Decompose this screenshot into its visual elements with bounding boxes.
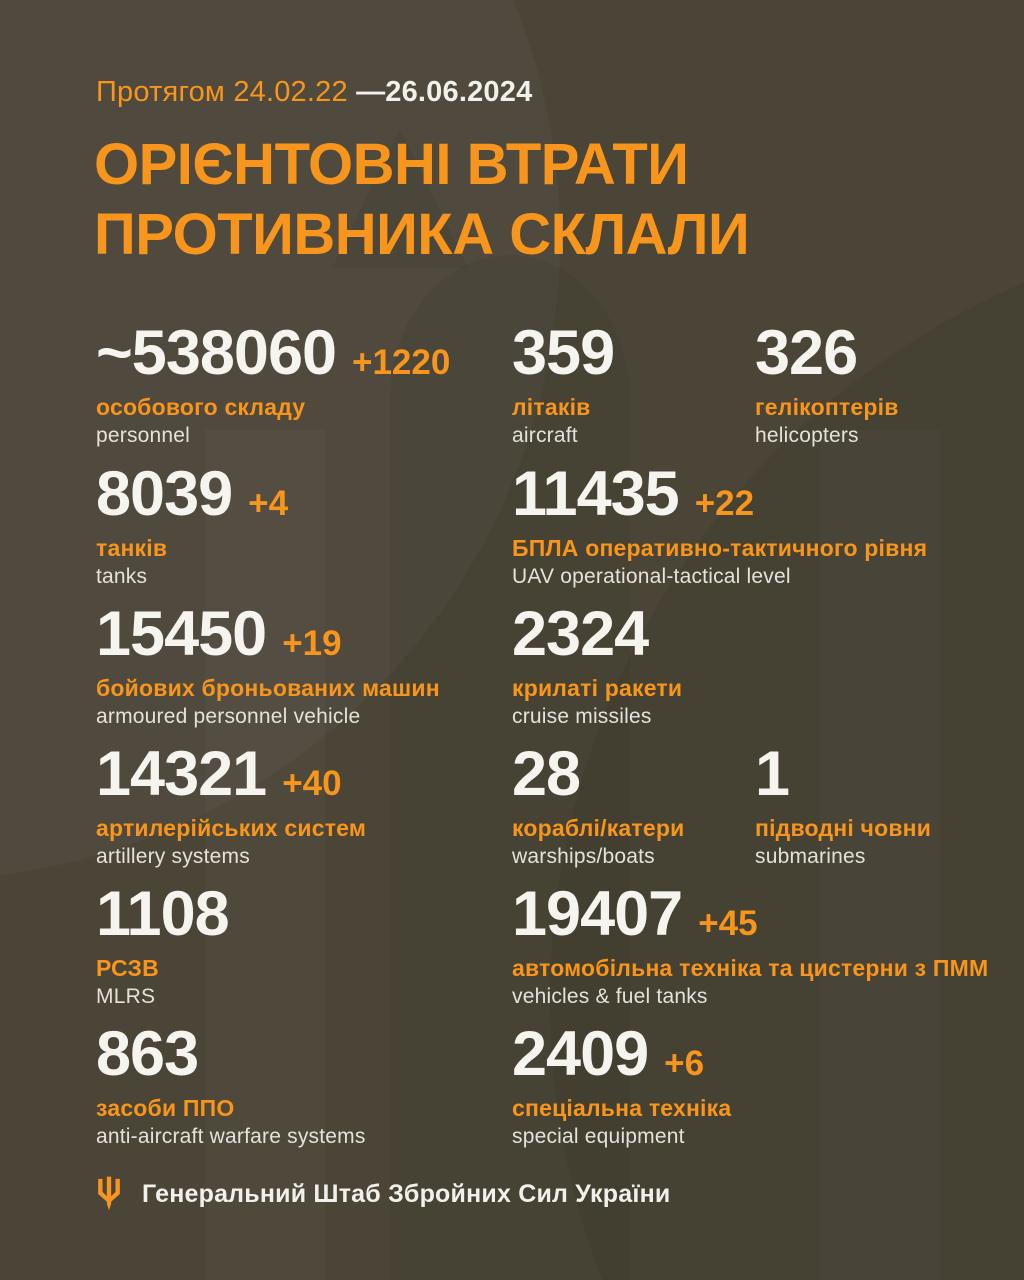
stat-cruise-missiles: 2324 крилаті ракети cruise missiles: [512, 603, 682, 729]
date-range: Протягом 24.02.22 —26.06.2024: [96, 76, 532, 109]
stat-label-uk: особового складу: [96, 394, 306, 420]
stat-label-en: special equipment: [512, 1125, 685, 1148]
stat-value: 15450: [96, 599, 267, 669]
page-title: ОРІЄНТОВНІ ВТРАТИ ПРОТИВНИКА СКЛАЛИ: [94, 130, 750, 270]
stat-delta: +19: [282, 624, 342, 663]
stat-submarines: 1 підводні човни submarines: [755, 743, 931, 869]
stat-label-en: armoured personnel vehicle: [96, 705, 361, 728]
stat-vehicles-fuel: 19407 +45 автомобільна техніка та цистерн…: [512, 883, 988, 1009]
footer: Генеральний Штаб Збройних Сил України: [96, 1176, 670, 1212]
stat-tanks: 8039 +4 танків tanks: [96, 463, 288, 589]
page-title-line2: ПРОТИВНИКА СКЛАЛИ: [94, 202, 750, 268]
stat-label-uk: літаків: [512, 394, 591, 420]
stat-label-en: vehicles & fuel tanks: [512, 985, 708, 1008]
stat-warships: 28 кораблі/катери warships/boats: [512, 743, 684, 869]
date-range-current: —26.06.2024: [356, 76, 533, 108]
stat-label-en: artillery systems: [96, 845, 250, 868]
stat-delta: +1220: [352, 343, 451, 382]
stat-label-en: helicopters: [755, 424, 859, 447]
stat-label-uk: автомобільна техніка та цистерни з ПММ: [512, 955, 989, 981]
stat-label-en: anti-aircraft warfare systems: [96, 1125, 366, 1148]
stat-label-uk: гелікоптерів: [755, 394, 899, 420]
stat-value: ~538060: [96, 318, 337, 388]
stat-delta: +45: [698, 904, 758, 943]
stat-label-uk: танків: [96, 535, 168, 561]
stat-label-uk: БПЛА оперативно-тактичного рівня: [512, 535, 928, 561]
stat-value: 28: [512, 739, 581, 809]
stat-label-en: submarines: [755, 845, 866, 868]
stat-delta: +22: [694, 484, 755, 523]
stat-label-uk: підводні човни: [755, 815, 932, 841]
stat-label-uk: засоби ППО: [96, 1095, 235, 1121]
stat-label-uk: кораблі/катери: [512, 815, 685, 841]
stat-apv: 15450 +19 бойових броньованих машин armou…: [96, 603, 440, 729]
stat-delta: +6: [664, 1044, 705, 1083]
stat-label-en: UAV operational-tactical level: [512, 565, 791, 588]
stat-label-uk: бойових броньованих машин: [96, 675, 440, 701]
stat-label-en: aircraft: [512, 424, 578, 447]
footer-org-name: Генеральний Штаб Збройних Сил України: [142, 1179, 671, 1208]
tryzub-icon: [98, 1176, 120, 1211]
stat-label-en: MLRS: [96, 985, 156, 1008]
stat-delta: +4: [248, 484, 289, 523]
stat-value: 2324: [512, 599, 649, 669]
stat-value: 1: [755, 739, 790, 809]
stat-label-uk: артилерійських систем: [96, 815, 367, 841]
stat-anti-aircraft: 863 засоби ППО anti-aircraft warfare sys…: [96, 1023, 366, 1149]
stat-value: 8039: [96, 459, 233, 529]
stat-special-equipment: 2409 +6 спеціальна техніка special equipm…: [512, 1023, 731, 1149]
stat-helicopters: 326 гелікоптерів helicopters: [755, 322, 899, 448]
stat-value: 863: [96, 1019, 199, 1089]
stat-value: 359: [512, 318, 615, 388]
date-range-prefix: Протягом 24.02.22: [96, 76, 357, 108]
stat-artillery: 14321 +40 артилерійських систем artillery…: [96, 743, 366, 869]
stat-label-en: warships/boats: [512, 845, 655, 868]
stat-value: 1108: [96, 879, 230, 949]
stat-value: 11435: [512, 459, 680, 529]
stat-label-uk: крилаті ракети: [512, 675, 683, 701]
stat-label-en: tanks: [96, 565, 148, 588]
stat-personnel: ~538060 +1220 особового складу personnel: [96, 322, 450, 448]
page-title-line1: ОРІЄНТОВНІ ВТРАТИ: [94, 132, 689, 197]
stat-label-en: personnel: [96, 424, 191, 447]
stat-value: 14321: [96, 739, 267, 809]
stat-label-uk: спеціальна техніка: [512, 1095, 732, 1121]
stat-label-uk: РСЗВ: [96, 955, 159, 981]
stat-mlrs: 1108 РСЗВ MLRS: [96, 883, 230, 1009]
stat-delta: +40: [282, 764, 342, 803]
stat-label-en: cruise missiles: [512, 705, 652, 728]
stat-value: 326: [755, 318, 858, 388]
stat-uav: 11435 +22 БПЛА оперативно-тактичного рівн…: [512, 463, 927, 589]
stat-aircraft: 359 літаків aircraft: [512, 322, 615, 448]
stat-value: 2409: [512, 1019, 649, 1089]
stat-value: 19407: [512, 879, 683, 949]
